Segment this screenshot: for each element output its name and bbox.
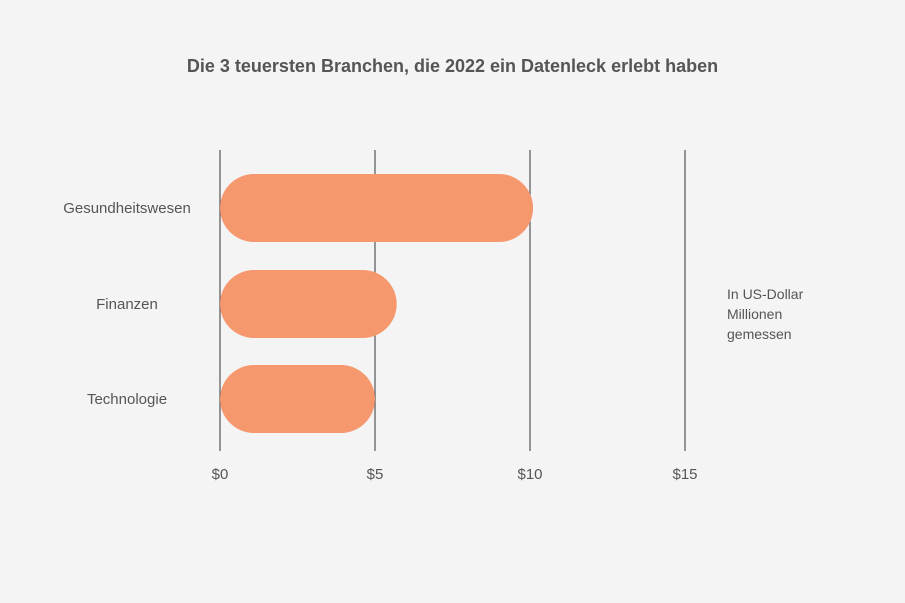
chart-title: Die 3 teuersten Branchen, die 2022 ein D… [186,56,719,76]
bar [220,174,534,242]
unit-annotation-line: gemessen [727,326,792,342]
unit-annotation: In US-Dollar Millionen gemessen [727,284,847,344]
x-tick-label: $15 [672,466,697,483]
bars [220,174,534,433]
bar [220,365,375,433]
unit-annotation-line: In US-Dollar [727,286,804,302]
unit-annotation-line: Millionen [727,306,783,322]
category-label: Finanzen [96,296,158,313]
x-tick-label: $5 [367,466,384,483]
bar [220,270,397,338]
x-tick-labels: $0 $5 $10 $15 [212,466,698,483]
category-label: Technologie [87,391,167,408]
x-tick-label: $0 [212,466,229,483]
category-label: Gesundheitswesen [63,200,191,217]
category-labels: Gesundheitswesen Finanzen Technologie [63,200,191,408]
x-tick-label: $10 [517,466,542,483]
